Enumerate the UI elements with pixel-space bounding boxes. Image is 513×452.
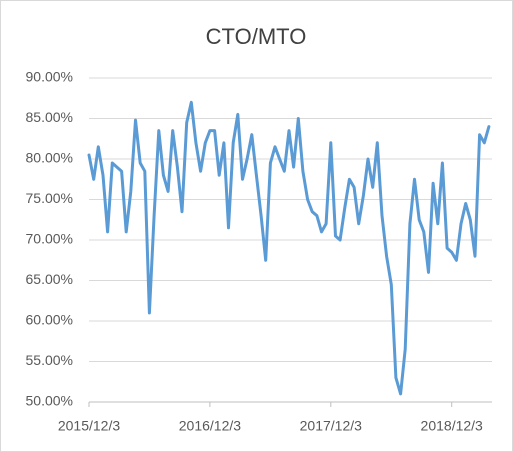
y-tick-label: 75.00% — [26, 190, 73, 206]
y-tick-label: 55.00% — [26, 352, 73, 368]
y-tick-label: 80.00% — [26, 150, 73, 166]
y-tick-label: 65.00% — [26, 271, 73, 287]
y-tick-label: 50.00% — [26, 393, 73, 409]
y-tick-label: 85.00% — [26, 109, 73, 125]
data-line — [87, 100, 491, 396]
x-tick-label: 2017/12/3 — [300, 418, 362, 434]
x-tick-label: 2015/12/3 — [58, 418, 120, 434]
x-tick-label: 2016/12/3 — [179, 418, 241, 434]
chart-title: CTO/MTO — [206, 24, 307, 49]
y-tick-label: 60.00% — [26, 312, 73, 328]
y-tick-label: 90.00% — [26, 69, 73, 85]
x-tick-label: 2018/12/3 — [421, 418, 483, 434]
y-tick-label: 70.00% — [26, 231, 73, 247]
